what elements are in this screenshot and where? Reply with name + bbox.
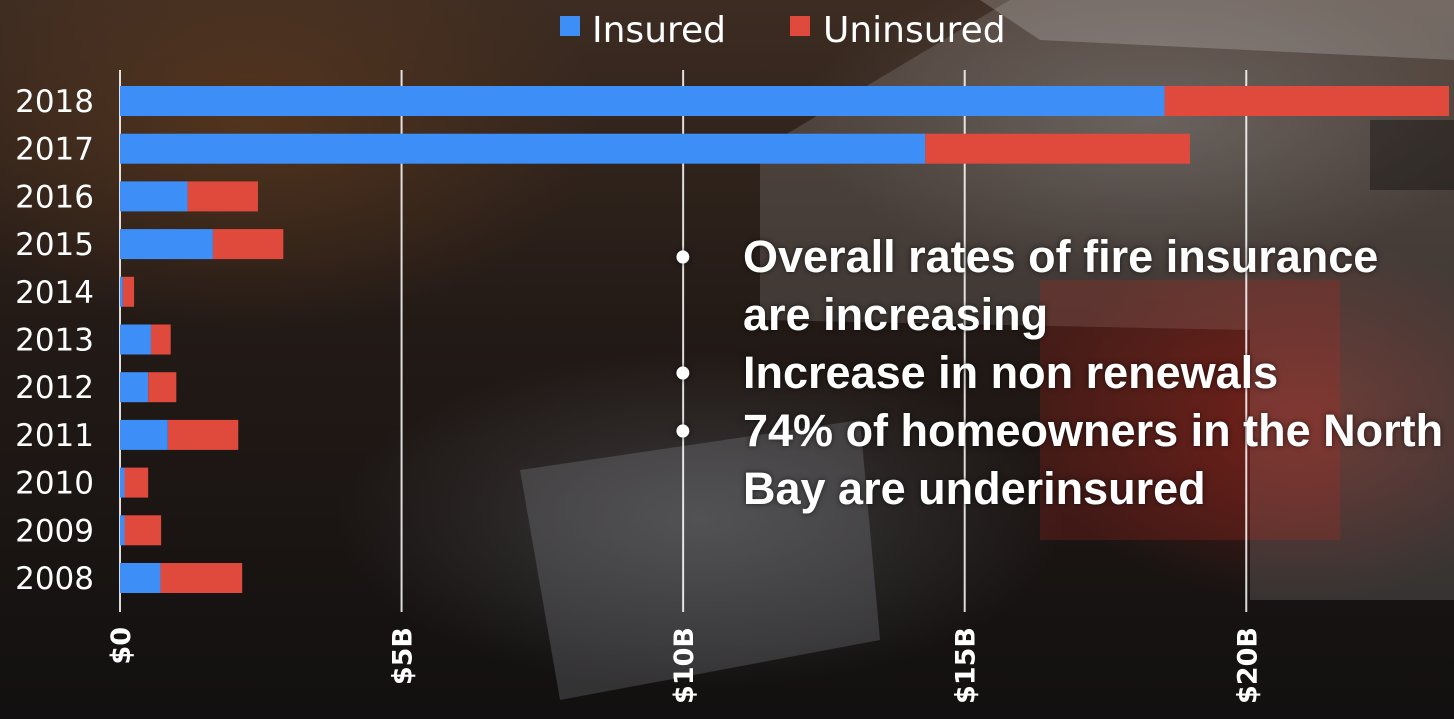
year-label: 2012 — [15, 370, 94, 406]
bullet-icon: • — [675, 231, 691, 282]
x-tick-label: $0 — [106, 627, 137, 665]
legend-swatch-insured — [560, 16, 580, 36]
bar-insured-2017 — [120, 133, 926, 164]
finding-text: 74% of homeowners in the North Bay are u… — [743, 405, 1444, 514]
bar-uninsured-2008 — [160, 563, 243, 593]
year-label: 2018 — [15, 84, 94, 120]
finding-text: Overall rates of fire insurance are incr… — [743, 231, 1379, 340]
bar-uninsured-2016 — [187, 181, 258, 212]
bar-uninsured-2009 — [124, 515, 162, 546]
x-tick-label: $15B — [951, 627, 982, 704]
bar-uninsured-2017 — [925, 133, 1190, 164]
year-label: 2015 — [15, 227, 94, 263]
legend: Insured Uninsured — [560, 10, 1006, 51]
bar-uninsured-2015 — [212, 229, 284, 260]
finding-item: • Increase in non renewals — [675, 344, 1450, 402]
x-tick-label: $10B — [669, 627, 700, 704]
bar-insured-2014 — [120, 276, 123, 307]
finding-text: Increase in non renewals — [743, 347, 1279, 398]
legend-label-uninsured: Uninsured — [823, 10, 1006, 51]
bar-insured-2012 — [120, 372, 149, 403]
bullet-icon: • — [675, 405, 691, 456]
bar-uninsured-2018 — [1164, 86, 1449, 116]
x-axis-tick-labels: $0 $5B $10B $15B $20B — [106, 627, 1263, 704]
finding-item: • 74% of homeowners in the North Bay are… — [675, 402, 1450, 518]
bar-insured-2009 — [120, 515, 125, 546]
year-label: 2011 — [15, 418, 94, 454]
bar-uninsured-2014 — [122, 276, 135, 307]
year-label: 2014 — [15, 275, 94, 311]
bar-insured-2010 — [120, 467, 125, 498]
bar-uninsured-2011 — [167, 419, 239, 450]
legend-swatch-uninsured — [790, 16, 810, 36]
year-label: 2010 — [15, 466, 94, 502]
bar-uninsured-2010 — [124, 467, 149, 498]
year-label: 2013 — [15, 323, 94, 359]
bar-insured-2008 — [120, 563, 161, 593]
bar-insured-2016 — [120, 181, 188, 212]
year-label: 2016 — [15, 179, 94, 215]
bar-insured-2011 — [120, 419, 168, 450]
year-label: 2009 — [15, 513, 94, 549]
bar-insured-2015 — [120, 229, 213, 260]
bar-uninsured-2012 — [148, 372, 177, 403]
legend-label-insured: Insured — [592, 10, 726, 51]
finding-item: • Overall rates of fire insurance are in… — [675, 228, 1450, 344]
bar-insured-2018 — [120, 86, 1165, 116]
bullet-icon: • — [675, 347, 691, 398]
year-label: 2008 — [15, 561, 94, 597]
year-labels: 2018 2017 2016 2015 2014 2013 2012 2011 2010 2009… — [15, 84, 94, 597]
bars — [120, 86, 1449, 593]
bar-uninsured-2013 — [150, 324, 171, 355]
key-findings-list: • Overall rates of fire insurance are in… — [675, 228, 1450, 518]
bar-insured-2013 — [120, 324, 151, 355]
year-label: 2017 — [15, 132, 94, 168]
x-tick-label: $20B — [1232, 627, 1263, 704]
x-tick-label: $5B — [388, 627, 419, 685]
